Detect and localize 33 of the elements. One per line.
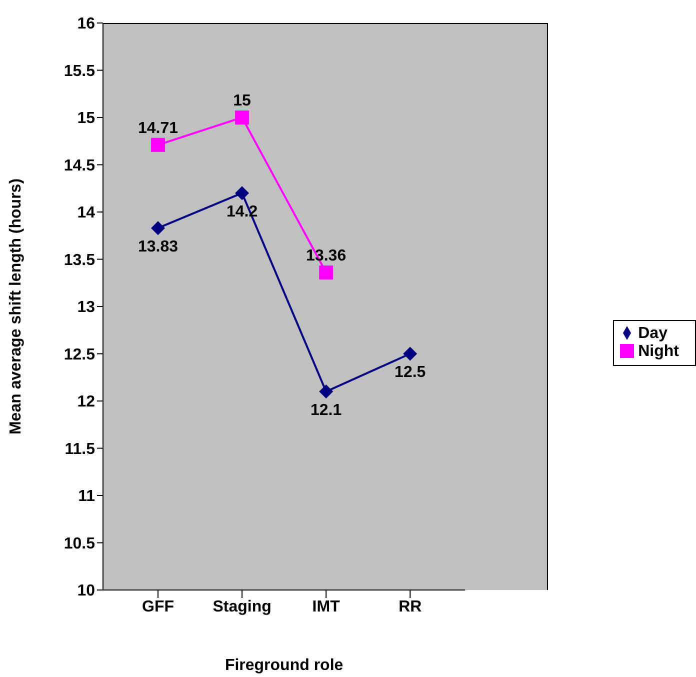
y-tick-label: 16 — [77, 16, 96, 33]
point — [151, 138, 165, 152]
y-tick-label: 12.5 — [64, 346, 96, 364]
data-label: 12.5 — [394, 364, 426, 382]
y-tick-label: 14 — [77, 204, 96, 222]
y-tick-label: 11 — [78, 488, 96, 506]
y-tick-label: 14.5 — [64, 157, 96, 174]
point — [235, 110, 250, 124]
x-tick-label: RR — [398, 598, 422, 616]
legend-label: Night — [638, 342, 679, 360]
y-tick-label: 15 — [77, 110, 96, 128]
point — [319, 265, 334, 280]
point — [151, 221, 165, 236]
point — [319, 384, 334, 399]
data-label: 13.83 — [138, 238, 178, 256]
y-axis-title: Mean average shift length (hours) — [8, 178, 25, 435]
y-tick-label: 12 — [77, 394, 96, 411]
x-tick-label: IMT — [312, 598, 340, 616]
legend-label: Day — [638, 324, 668, 342]
x-tick-label: GFF — [142, 598, 174, 616]
x-axis-title: Fireground role — [224, 657, 344, 674]
y-tick-label: 10 — [77, 582, 96, 600]
y-tick-label: 13 — [77, 299, 96, 316]
x-tick-label: Staging — [212, 598, 272, 616]
data-label: 12.1 — [310, 402, 342, 419]
point — [403, 346, 418, 361]
y-tick-label: 11.5 — [64, 440, 96, 458]
y-tick-label: 13.5 — [64, 252, 96, 269]
data-label: 14.71 — [138, 120, 178, 137]
point — [235, 186, 250, 200]
y-tick-label: 10.5 — [64, 535, 96, 552]
y-tick-label: 15.5 — [64, 62, 96, 80]
data-label: 15 — [233, 92, 252, 110]
